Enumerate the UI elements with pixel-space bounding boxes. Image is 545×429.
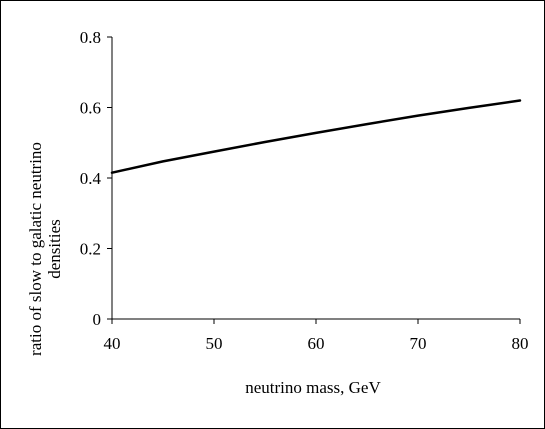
y-axis-title-line-2: densities (45, 219, 64, 279)
y-tick-label: 0.6 (80, 99, 101, 118)
x-tick-label: 70 (410, 334, 427, 353)
x-tick-label: 80 (512, 334, 529, 353)
x-tick-label: 60 (308, 334, 325, 353)
y-axis-title: ratio of slow to galatic neutrino densit… (26, 142, 64, 356)
y-tick-label: 0.8 (80, 28, 101, 47)
y-axis-title-line-1: ratio of slow to galatic neutrino (26, 142, 45, 356)
x-tick-label: 40 (104, 334, 121, 353)
x-tick-label: 50 (206, 334, 223, 353)
axes (111, 37, 520, 320)
x-axis-title: neutrino mass, GeV (245, 378, 381, 397)
y-tick-label: 0.4 (80, 169, 102, 188)
y-tick-label: 0 (93, 310, 102, 329)
y-tick-label: 0.2 (80, 240, 101, 259)
series-layer (110, 99, 522, 174)
series-line-0 (110, 99, 522, 174)
ticks: 0 0.2 0.4 0.6 0.8 40 50 60 70 80 (80, 28, 529, 353)
